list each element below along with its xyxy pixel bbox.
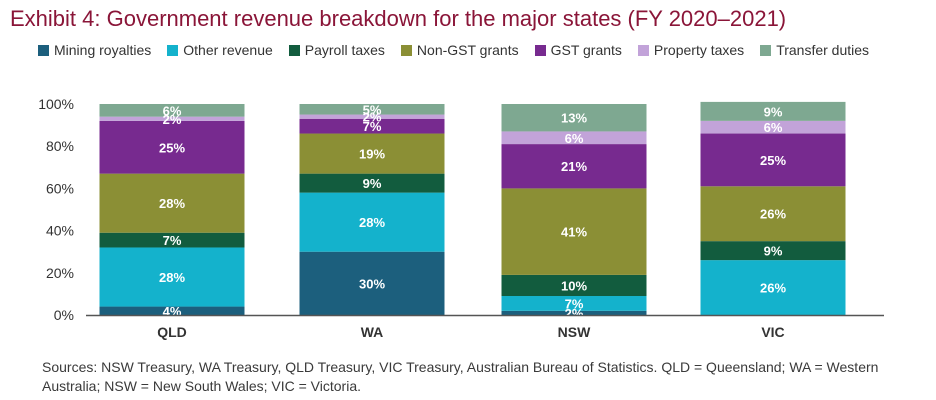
legend-swatch xyxy=(288,44,300,56)
legend-label: Payroll taxes xyxy=(304,42,385,58)
data-label-gst-grants-qld: 25% xyxy=(159,140,185,155)
legend-label: Property taxes xyxy=(653,42,745,58)
legend-label: GST grants xyxy=(550,42,622,58)
bar-segment-mining-royalties-nsw xyxy=(501,310,647,315)
legend-label: Transfer duties xyxy=(776,42,870,58)
legend-label: Non-GST grants xyxy=(416,42,519,58)
legend-swatch xyxy=(637,44,649,56)
legend-label: Other revenue xyxy=(183,42,273,58)
bar-segment-transfer-duties-nsw xyxy=(501,104,647,132)
data-label-non-gst-grants-qld: 28% xyxy=(159,196,185,211)
data-label-gst-grants-wa: 7% xyxy=(363,119,382,134)
data-label-non-gst-grants-wa: 19% xyxy=(359,147,385,162)
chart-title: Exhibit 4: Government revenue breakdown … xyxy=(10,6,787,31)
bar-segment-mining-royalties-wa xyxy=(299,251,445,315)
data-label-property-taxes-vic: 6% xyxy=(764,120,783,135)
bar-segment-gst-grants-wa xyxy=(299,118,445,134)
bar-segment-transfer-duties-vic xyxy=(700,101,846,121)
bar-segment-property-taxes-nsw xyxy=(501,131,647,145)
bar-segment-property-taxes-wa xyxy=(299,114,445,119)
bar-segment-non-gst-grants-qld xyxy=(99,173,245,233)
bar-segment-non-gst-grants-wa xyxy=(299,133,445,174)
legend-item-property-taxes: Property taxes xyxy=(637,42,745,58)
bar-segment-property-taxes-qld xyxy=(99,116,245,121)
data-label-mining-royalties-nsw: 2% xyxy=(565,306,584,321)
data-label-transfer-duties-vic: 9% xyxy=(764,104,783,119)
legend-item-other-revenue: Other revenue xyxy=(167,42,273,58)
data-label-non-gst-grants-nsw: 41% xyxy=(561,225,587,240)
x-tick-label: NSW xyxy=(558,324,591,340)
bar-segment-non-gst-grants-nsw xyxy=(501,188,647,275)
legend-swatch xyxy=(167,44,179,56)
legend: Mining royalties Other revenue Payroll tax… xyxy=(38,42,869,58)
data-label-property-taxes-qld: 2% xyxy=(163,112,182,127)
bar-segment-other-revenue-wa xyxy=(299,192,445,252)
data-label-property-taxes-wa: 2% xyxy=(363,110,382,125)
y-tick-label: 40% xyxy=(46,223,74,239)
bar-segment-mining-royalties-qld xyxy=(99,306,245,315)
legend-swatch xyxy=(400,44,412,56)
data-label-transfer-duties-nsw: 13% xyxy=(561,111,587,126)
data-label-gst-grants-nsw: 21% xyxy=(561,159,587,174)
data-label-property-taxes-nsw: 6% xyxy=(565,131,584,146)
legend-label: Mining royalties xyxy=(54,42,152,58)
stacked-bar-chart: 0%20%40%60%80%100%4%28%7%28%25%2%6%QLD30… xyxy=(38,96,884,340)
bar-segment-other-revenue-qld xyxy=(99,247,245,307)
legend-item-gst-grants: GST grants xyxy=(534,42,622,58)
data-label-payroll-taxes-vic: 9% xyxy=(764,244,783,259)
data-label-payroll-taxes-nsw: 10% xyxy=(561,278,587,293)
legend-swatch xyxy=(760,44,772,56)
bar-segment-other-revenue-vic xyxy=(700,260,846,315)
data-label-non-gst-grants-vic: 26% xyxy=(760,207,786,222)
legend-swatch xyxy=(534,44,546,56)
data-label-gst-grants-vic: 25% xyxy=(760,153,786,168)
y-tick-label: 0% xyxy=(54,307,74,323)
legend-item-mining-royalties: Mining royalties xyxy=(38,42,151,58)
bar-segment-transfer-duties-wa xyxy=(299,104,445,115)
data-label-other-revenue-qld: 28% xyxy=(159,270,185,285)
x-tick-label: QLD xyxy=(157,324,187,340)
legend-item-payroll-taxes: Payroll taxes xyxy=(288,42,385,58)
data-label-mining-royalties-wa: 30% xyxy=(359,276,385,291)
data-label-transfer-duties-qld: 6% xyxy=(163,103,182,118)
bar-segment-gst-grants-qld xyxy=(99,120,245,174)
data-label-other-revenue-wa: 28% xyxy=(359,215,385,230)
x-tick-label: WA xyxy=(361,324,384,340)
bar-segment-payroll-taxes-nsw xyxy=(501,274,647,297)
bar-segment-other-revenue-nsw xyxy=(501,296,647,311)
bar-segment-non-gst-grants-vic xyxy=(700,186,846,242)
data-label-payroll-taxes-qld: 7% xyxy=(163,233,182,248)
y-tick-label: 20% xyxy=(46,265,74,281)
y-tick-label: 100% xyxy=(38,96,74,112)
bar-segment-payroll-taxes-vic xyxy=(700,241,846,261)
data-label-payroll-taxes-wa: 9% xyxy=(363,176,382,191)
legend-item-transfer-duties: Transfer duties xyxy=(760,42,869,58)
y-tick-label: 80% xyxy=(46,138,74,154)
x-tick-label: VIC xyxy=(761,324,784,340)
bar-segment-gst-grants-vic xyxy=(700,133,846,187)
data-label-other-revenue-vic: 26% xyxy=(760,281,786,296)
bar-segment-property-taxes-vic xyxy=(700,120,846,134)
bar-segment-payroll-taxes-wa xyxy=(299,173,445,193)
data-label-transfer-duties-wa: 5% xyxy=(363,102,382,117)
y-tick-label: 60% xyxy=(46,180,74,196)
bar-segment-transfer-duties-qld xyxy=(99,104,245,117)
legend-item-non-gst-grants: Non-GST grants xyxy=(400,42,519,58)
legend-swatch xyxy=(38,44,49,56)
bar-segment-payroll-taxes-qld xyxy=(99,232,245,248)
bar-segment-gst-grants-nsw xyxy=(501,144,647,189)
data-label-other-revenue-nsw: 7% xyxy=(565,296,584,311)
sources-note: Sources: NSW Treasury, WA Treasury, QLD … xyxy=(42,359,879,394)
data-label-mining-royalties-qld: 4% xyxy=(163,304,182,319)
